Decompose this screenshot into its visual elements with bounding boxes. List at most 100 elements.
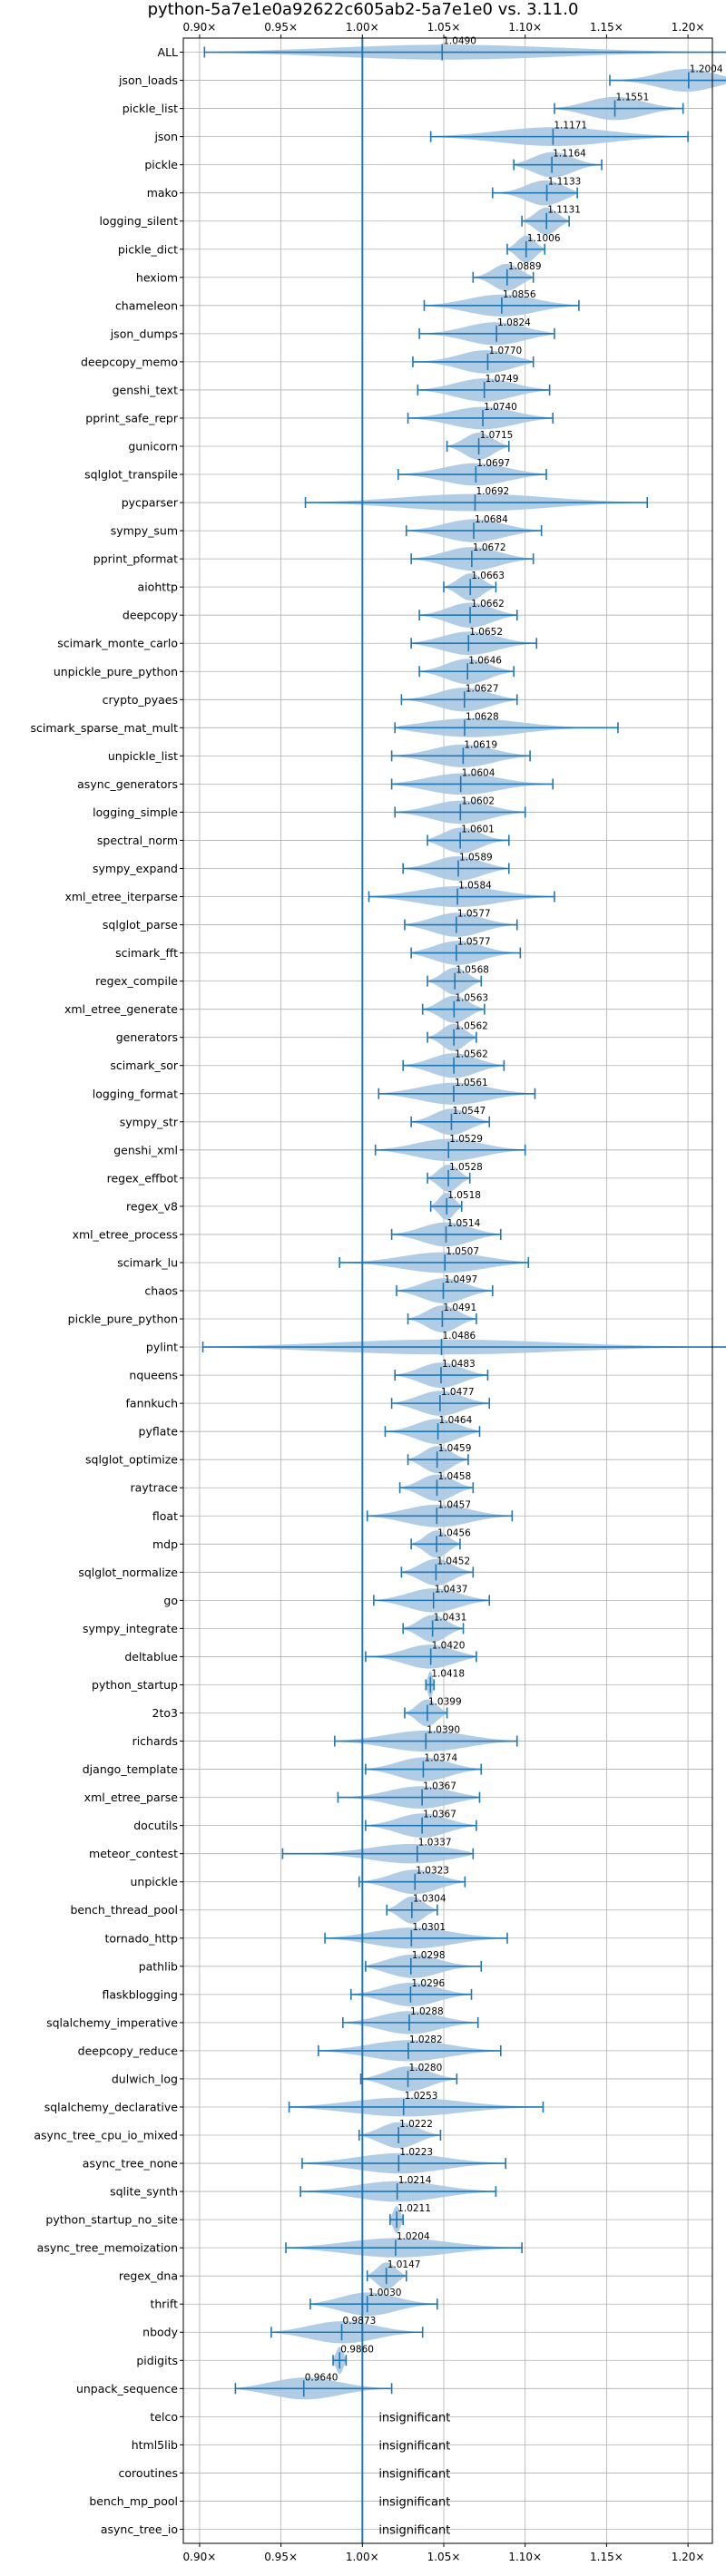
y-tick-label: python_startup (92, 1678, 178, 1692)
insignificant-label: insignificant (378, 2467, 450, 2481)
data-label: 1.0477 (441, 1387, 475, 1398)
data-label: 1.1006 (527, 233, 561, 244)
data-label: 1.0507 (446, 1246, 479, 1257)
y-tick-label: logging_silent (99, 214, 178, 228)
y-tick-label: unpickle_pure_python (54, 665, 178, 678)
y-tick-label: regex_v8 (126, 1199, 178, 1213)
y-tick-label: thrift (150, 2298, 178, 2311)
data-label: 1.0483 (442, 1359, 476, 1370)
data-label: 1.0280 (409, 2063, 443, 2073)
y-tick-label: telco (150, 2410, 178, 2424)
data-label: 1.0577 (457, 937, 491, 948)
y-tick-label: unpickle_list (108, 749, 178, 763)
data-label: 1.1164 (553, 149, 586, 160)
insignificant-label: insignificant (378, 2439, 450, 2453)
y-tick-label: hexiom (136, 270, 178, 284)
y-tick-label: tornado_http (104, 1931, 178, 1945)
data-label: 1.0749 (486, 374, 519, 385)
y-tick-label: sqlglot_normalize (78, 1566, 178, 1579)
y-tick-label: unpickle (130, 1875, 178, 1888)
y-tick-label: logging_simple (93, 805, 178, 819)
y-tick-label: genshi_xml (113, 1143, 178, 1156)
y-tick-label: pycparser (122, 496, 179, 510)
data-label: 1.0563 (455, 993, 488, 1004)
data-label: 1.0030 (368, 2288, 402, 2298)
y-tick-label: json_loads (118, 73, 178, 87)
y-tick-label: go (163, 1594, 178, 1607)
y-tick-label: deepcopy (123, 609, 179, 622)
data-label: 1.0211 (397, 2203, 431, 2214)
plot-frame (182, 37, 713, 2544)
data-label: 1.0627 (466, 683, 499, 694)
y-tick-label: xml_etree_parse (84, 1791, 179, 1804)
data-label: 1.0577 (457, 909, 491, 920)
data-label: 1.0367 (423, 1781, 456, 1792)
y-tick-label: chaos (144, 1284, 178, 1298)
y-tick-label: nqueens (129, 1369, 178, 1382)
y-tick-label: pathlib (139, 1959, 178, 1973)
data-label: 1.0431 (434, 1612, 467, 1623)
y-tick-label: pickle (144, 158, 178, 171)
y-tick-label: pprint_pformat (93, 552, 178, 566)
y-tick-label: ALL (158, 45, 179, 59)
data-label: 1.0589 (459, 852, 493, 863)
data-label: 1.0604 (462, 767, 495, 778)
x-tick-label-bottom: 0.95× (264, 2551, 298, 2563)
y-tick-label: scimark_lu (117, 1255, 178, 1269)
x-tick-label-bottom: 1.10× (508, 2551, 542, 2563)
y-tick-label: raytrace (131, 1481, 179, 1495)
y-tick-label: float (152, 1509, 178, 1523)
y-tick-label: bench_mp_pool (89, 2494, 178, 2508)
data-label: 1.0204 (397, 2231, 430, 2242)
data-label: 1.0619 (464, 739, 497, 750)
x-axis-ticks: 0.90× 0.90× 0.95× 0.95× 1.00× 1.00× 1.05× 1.05×… (183, 21, 705, 2563)
y-tick-label: sympy_str (120, 1115, 179, 1128)
y-tick-label: xml_etree_process (73, 1227, 178, 1241)
y-tick-label: genshi_text (113, 383, 178, 396)
x-tick-label-top: 1.15× (590, 21, 623, 34)
data-label: 1.1133 (548, 177, 582, 188)
x-tick-label-bottom: 0.90× (183, 2551, 217, 2563)
x-tick-label-top: 1.10× (508, 21, 542, 34)
data-label: 1.0490 (443, 36, 476, 47)
data-label: 1.0562 (455, 1021, 488, 1032)
data-label: 1.0288 (410, 2006, 444, 2017)
y-tick-label: sqlglot_parse (103, 918, 178, 932)
y-tick-label: scimark_sparse_mat_mult (31, 721, 179, 735)
y-tick-label: dulwich_log (112, 2072, 178, 2085)
data-label: 1.0298 (412, 1950, 446, 1961)
data-label: 1.0367 (423, 1810, 456, 1820)
y-tick-label: async_tree_memoization (37, 2241, 178, 2255)
data-label: 1.0497 (444, 1274, 477, 1285)
data-label: 1.0486 (443, 1331, 476, 1342)
x-tick-label-bottom: 1.15× (590, 2551, 623, 2563)
y-tick-label: aiohttp (138, 581, 179, 594)
data-label: 1.0323 (416, 1866, 449, 1877)
data-label: 1.0662 (471, 599, 505, 610)
y-tick-label: pickle_list (123, 102, 178, 115)
data-label: 1.0374 (424, 1753, 457, 1764)
y-tick-label: json (153, 130, 178, 143)
data-label: 1.0652 (469, 627, 503, 638)
data-label: 1.0646 (468, 655, 502, 666)
y-tick-label: django_template (83, 1762, 179, 1776)
y-tick-label: chameleon (115, 298, 178, 312)
data-label: 1.0147 (388, 2259, 421, 2270)
y-tick-label: scimark_monte_carlo (57, 637, 178, 650)
data-label: 1.1551 (616, 93, 650, 103)
y-tick-label: async_tree_io (101, 2522, 178, 2536)
y-tick-label: 2to3 (152, 1706, 178, 1720)
data-label: 1.0692 (476, 486, 509, 497)
y-tick-label: pickle_pure_python (68, 1312, 178, 1326)
y-tick-label: regex_compile (95, 974, 178, 988)
data-label: 1.0514 (447, 1218, 481, 1229)
y-tick-label: sympy_expand (93, 862, 178, 875)
y-tick-label: sqlite_synth (110, 2185, 178, 2199)
y-tick-label: nbody (142, 2326, 178, 2339)
data-label: 1.0584 (458, 881, 492, 892)
data-labels: 1.0490 1.2004 1.1551 1.1171 1.1164 1.1133 1.11… (305, 36, 723, 2538)
data-label: 1.0568 (456, 965, 489, 976)
y-tick-label: generators (116, 1030, 178, 1044)
data-label: 1.0456 (437, 1527, 471, 1538)
data-label: 0.9873 (343, 2316, 377, 2327)
